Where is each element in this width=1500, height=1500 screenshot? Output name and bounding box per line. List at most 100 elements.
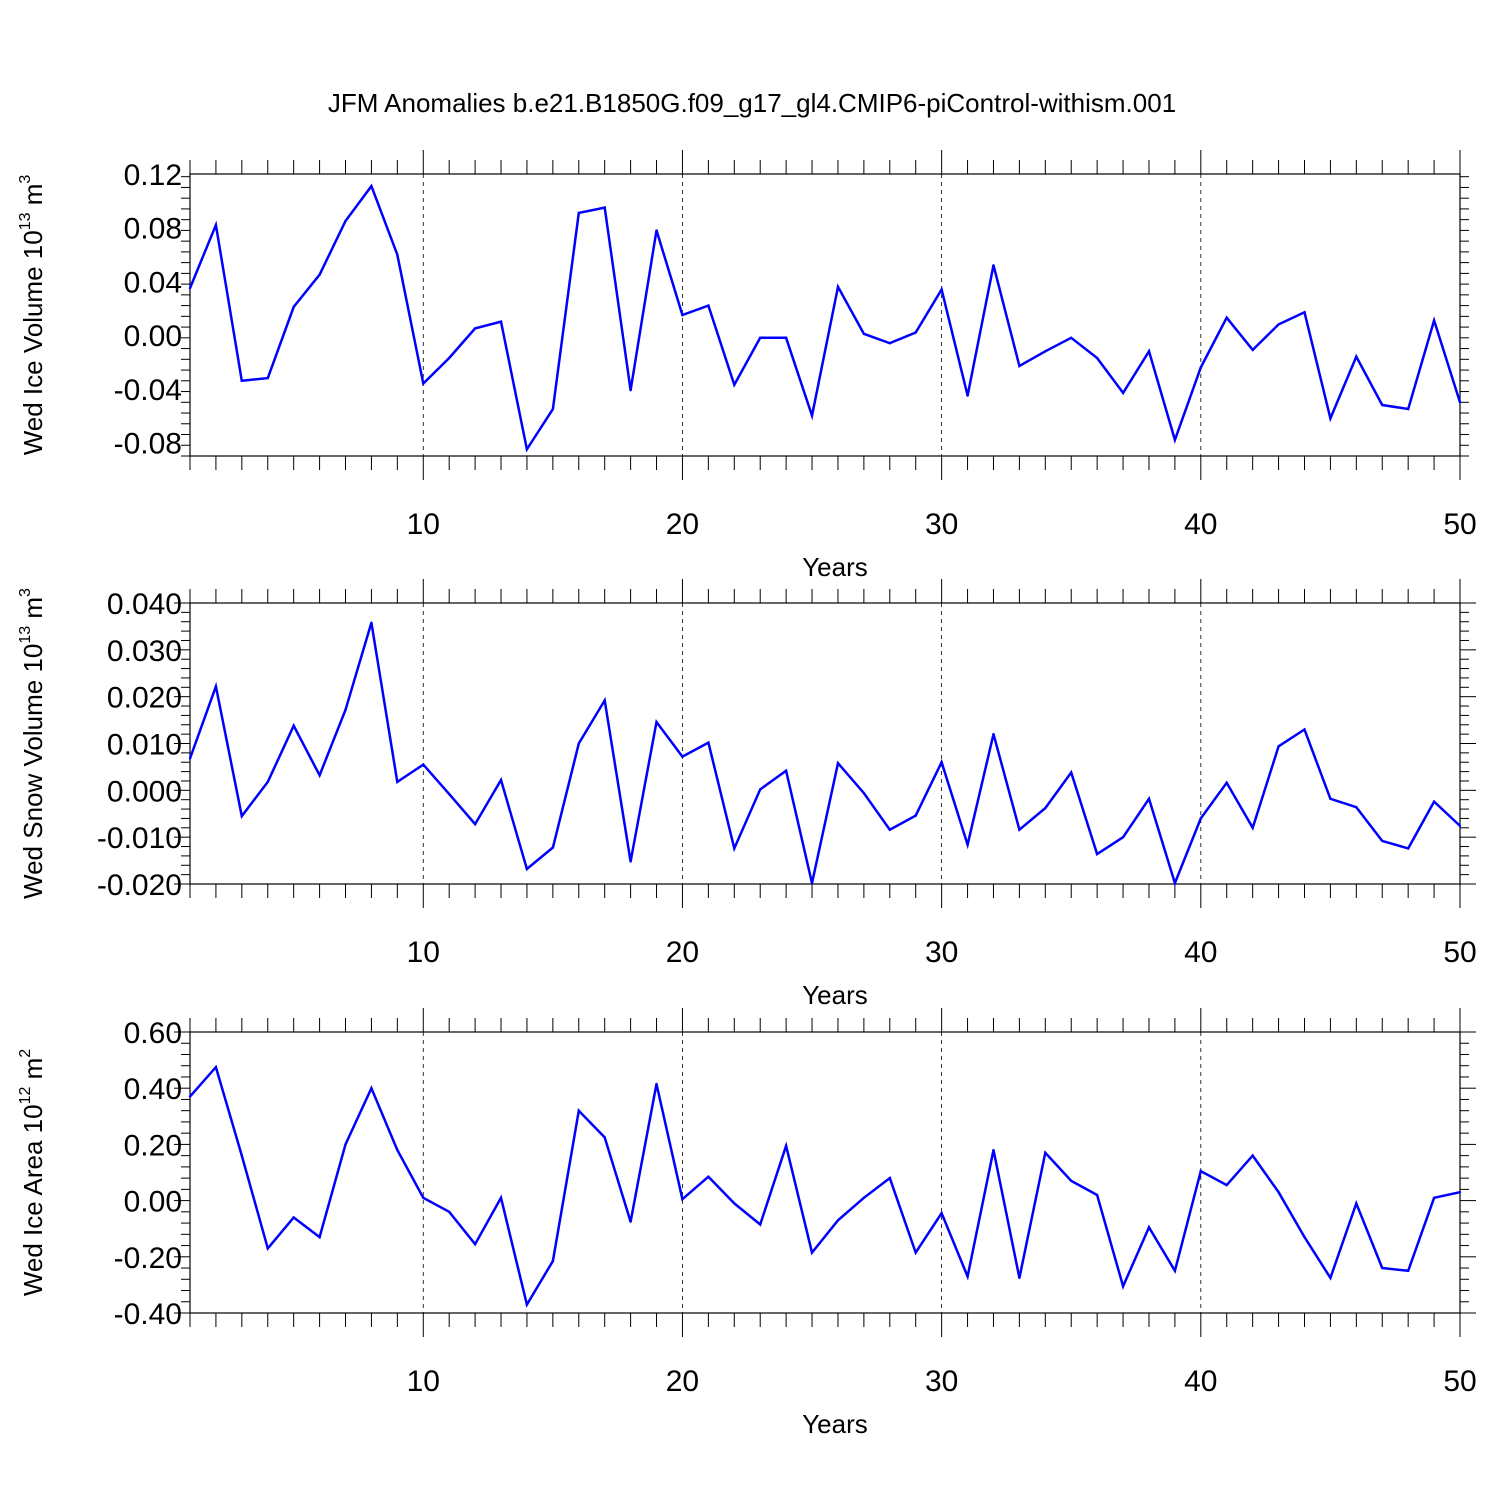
data-point	[707, 1175, 710, 1178]
series-line	[188, 183, 1462, 453]
data-point	[1225, 781, 1228, 785]
data-point	[681, 755, 684, 758]
data-point	[966, 394, 969, 397]
data-point	[992, 732, 995, 736]
data-point	[836, 285, 840, 288]
data-point	[914, 1251, 917, 1254]
data-point	[1121, 391, 1125, 395]
data-point	[1406, 407, 1410, 411]
data-point	[759, 788, 762, 791]
data-point	[1251, 826, 1254, 829]
data-point	[888, 342, 891, 345]
data-point	[1432, 800, 1436, 803]
data-point	[992, 1148, 995, 1152]
data-point	[499, 320, 503, 323]
data-point	[499, 778, 503, 782]
data-point	[784, 1144, 788, 1148]
data-point	[396, 1148, 399, 1152]
y-tick-label: -0.40	[114, 1298, 182, 1331]
data-point	[629, 389, 632, 392]
data-point	[1147, 350, 1151, 353]
panels: -0.08 -0.04 0.00 0.04 0.08 0.12 10 20 30 40 50 Year…	[17, 150, 1477, 1439]
data-point	[370, 621, 373, 624]
plot-frame	[189, 602, 1461, 885]
data-point	[1277, 1190, 1280, 1194]
data-point	[370, 1087, 373, 1090]
series-line	[188, 622, 1461, 887]
data-point	[940, 1212, 943, 1215]
data-point	[655, 720, 658, 724]
data-point	[1147, 1226, 1151, 1229]
data-point	[603, 206, 606, 209]
data-point	[396, 780, 399, 784]
y-tick-label: 0.040	[107, 588, 182, 621]
data-point	[862, 791, 866, 795]
x-tick-label: 20	[666, 508, 699, 541]
data-point	[1044, 1151, 1047, 1155]
data-point	[188, 757, 192, 760]
data-point	[862, 332, 866, 335]
y-tick-label: 0.00	[124, 320, 182, 353]
x-axis-label: Years	[802, 1409, 868, 1439]
panel-3: -0.40 -0.20 0.00 0.20 0.40 0.60 10 20 30 40 50 Year…	[17, 1008, 1477, 1439]
data-point	[1355, 805, 1358, 809]
data-point	[733, 1202, 736, 1205]
data-point	[1018, 828, 1021, 831]
data-point	[396, 253, 399, 256]
data-point	[447, 1210, 451, 1214]
y-tick-label: 0.020	[107, 682, 182, 715]
data-point	[629, 1220, 632, 1223]
data-point	[1381, 1266, 1384, 1270]
y-tick-label: 0.00	[124, 1186, 182, 1219]
data-point	[784, 336, 788, 340]
data-point	[1406, 847, 1410, 850]
data-point	[1095, 1193, 1099, 1197]
y-tick-label: 0.000	[107, 775, 182, 808]
y-tick-label: -0.020	[97, 869, 182, 902]
data-point	[188, 286, 192, 290]
y-tick-label: -0.010	[97, 822, 182, 855]
data-point	[810, 1251, 814, 1254]
data-point	[1095, 852, 1099, 856]
data-point	[1329, 797, 1332, 800]
data-point	[318, 1235, 321, 1239]
data-point	[214, 1065, 218, 1069]
data-point	[1458, 401, 1462, 404]
data-point	[447, 792, 451, 796]
x-tick-label: 10	[407, 508, 440, 541]
data-point	[422, 382, 425, 385]
data-point	[888, 1176, 891, 1180]
x-axis-label: Years	[802, 552, 868, 582]
data-point	[1303, 311, 1306, 314]
data-point	[733, 847, 736, 850]
data-point	[214, 685, 218, 688]
data-point	[1355, 1202, 1358, 1205]
plot-frame	[189, 173, 1461, 457]
data-point	[603, 699, 606, 702]
y-axis-label: Wed Ice Volume 1013 m3	[17, 175, 48, 456]
data-point	[810, 414, 814, 417]
y-tick-label: -0.20	[114, 1242, 182, 1275]
data-point	[1044, 350, 1047, 353]
data-point	[681, 313, 684, 317]
x-tick-label: 50	[1443, 936, 1476, 969]
data-point	[888, 828, 891, 831]
data-point	[266, 780, 269, 784]
data-point	[784, 769, 788, 772]
data-point	[1458, 1190, 1462, 1194]
series-line	[189, 1064, 1461, 1308]
y-tick-label: 0.08	[124, 213, 182, 246]
data-point	[473, 327, 477, 330]
y-tick-label: 0.20	[124, 1129, 182, 1162]
data-point	[1147, 797, 1151, 800]
data-point	[1173, 881, 1177, 885]
x-tick-label: 40	[1184, 508, 1217, 541]
data-point	[914, 331, 917, 334]
data-point	[1199, 817, 1203, 820]
data-point	[447, 356, 451, 360]
data-point	[1095, 356, 1099, 360]
data-point	[681, 1197, 684, 1201]
data-point	[1225, 1183, 1228, 1187]
data-point	[525, 1303, 529, 1306]
data-point	[629, 860, 632, 863]
